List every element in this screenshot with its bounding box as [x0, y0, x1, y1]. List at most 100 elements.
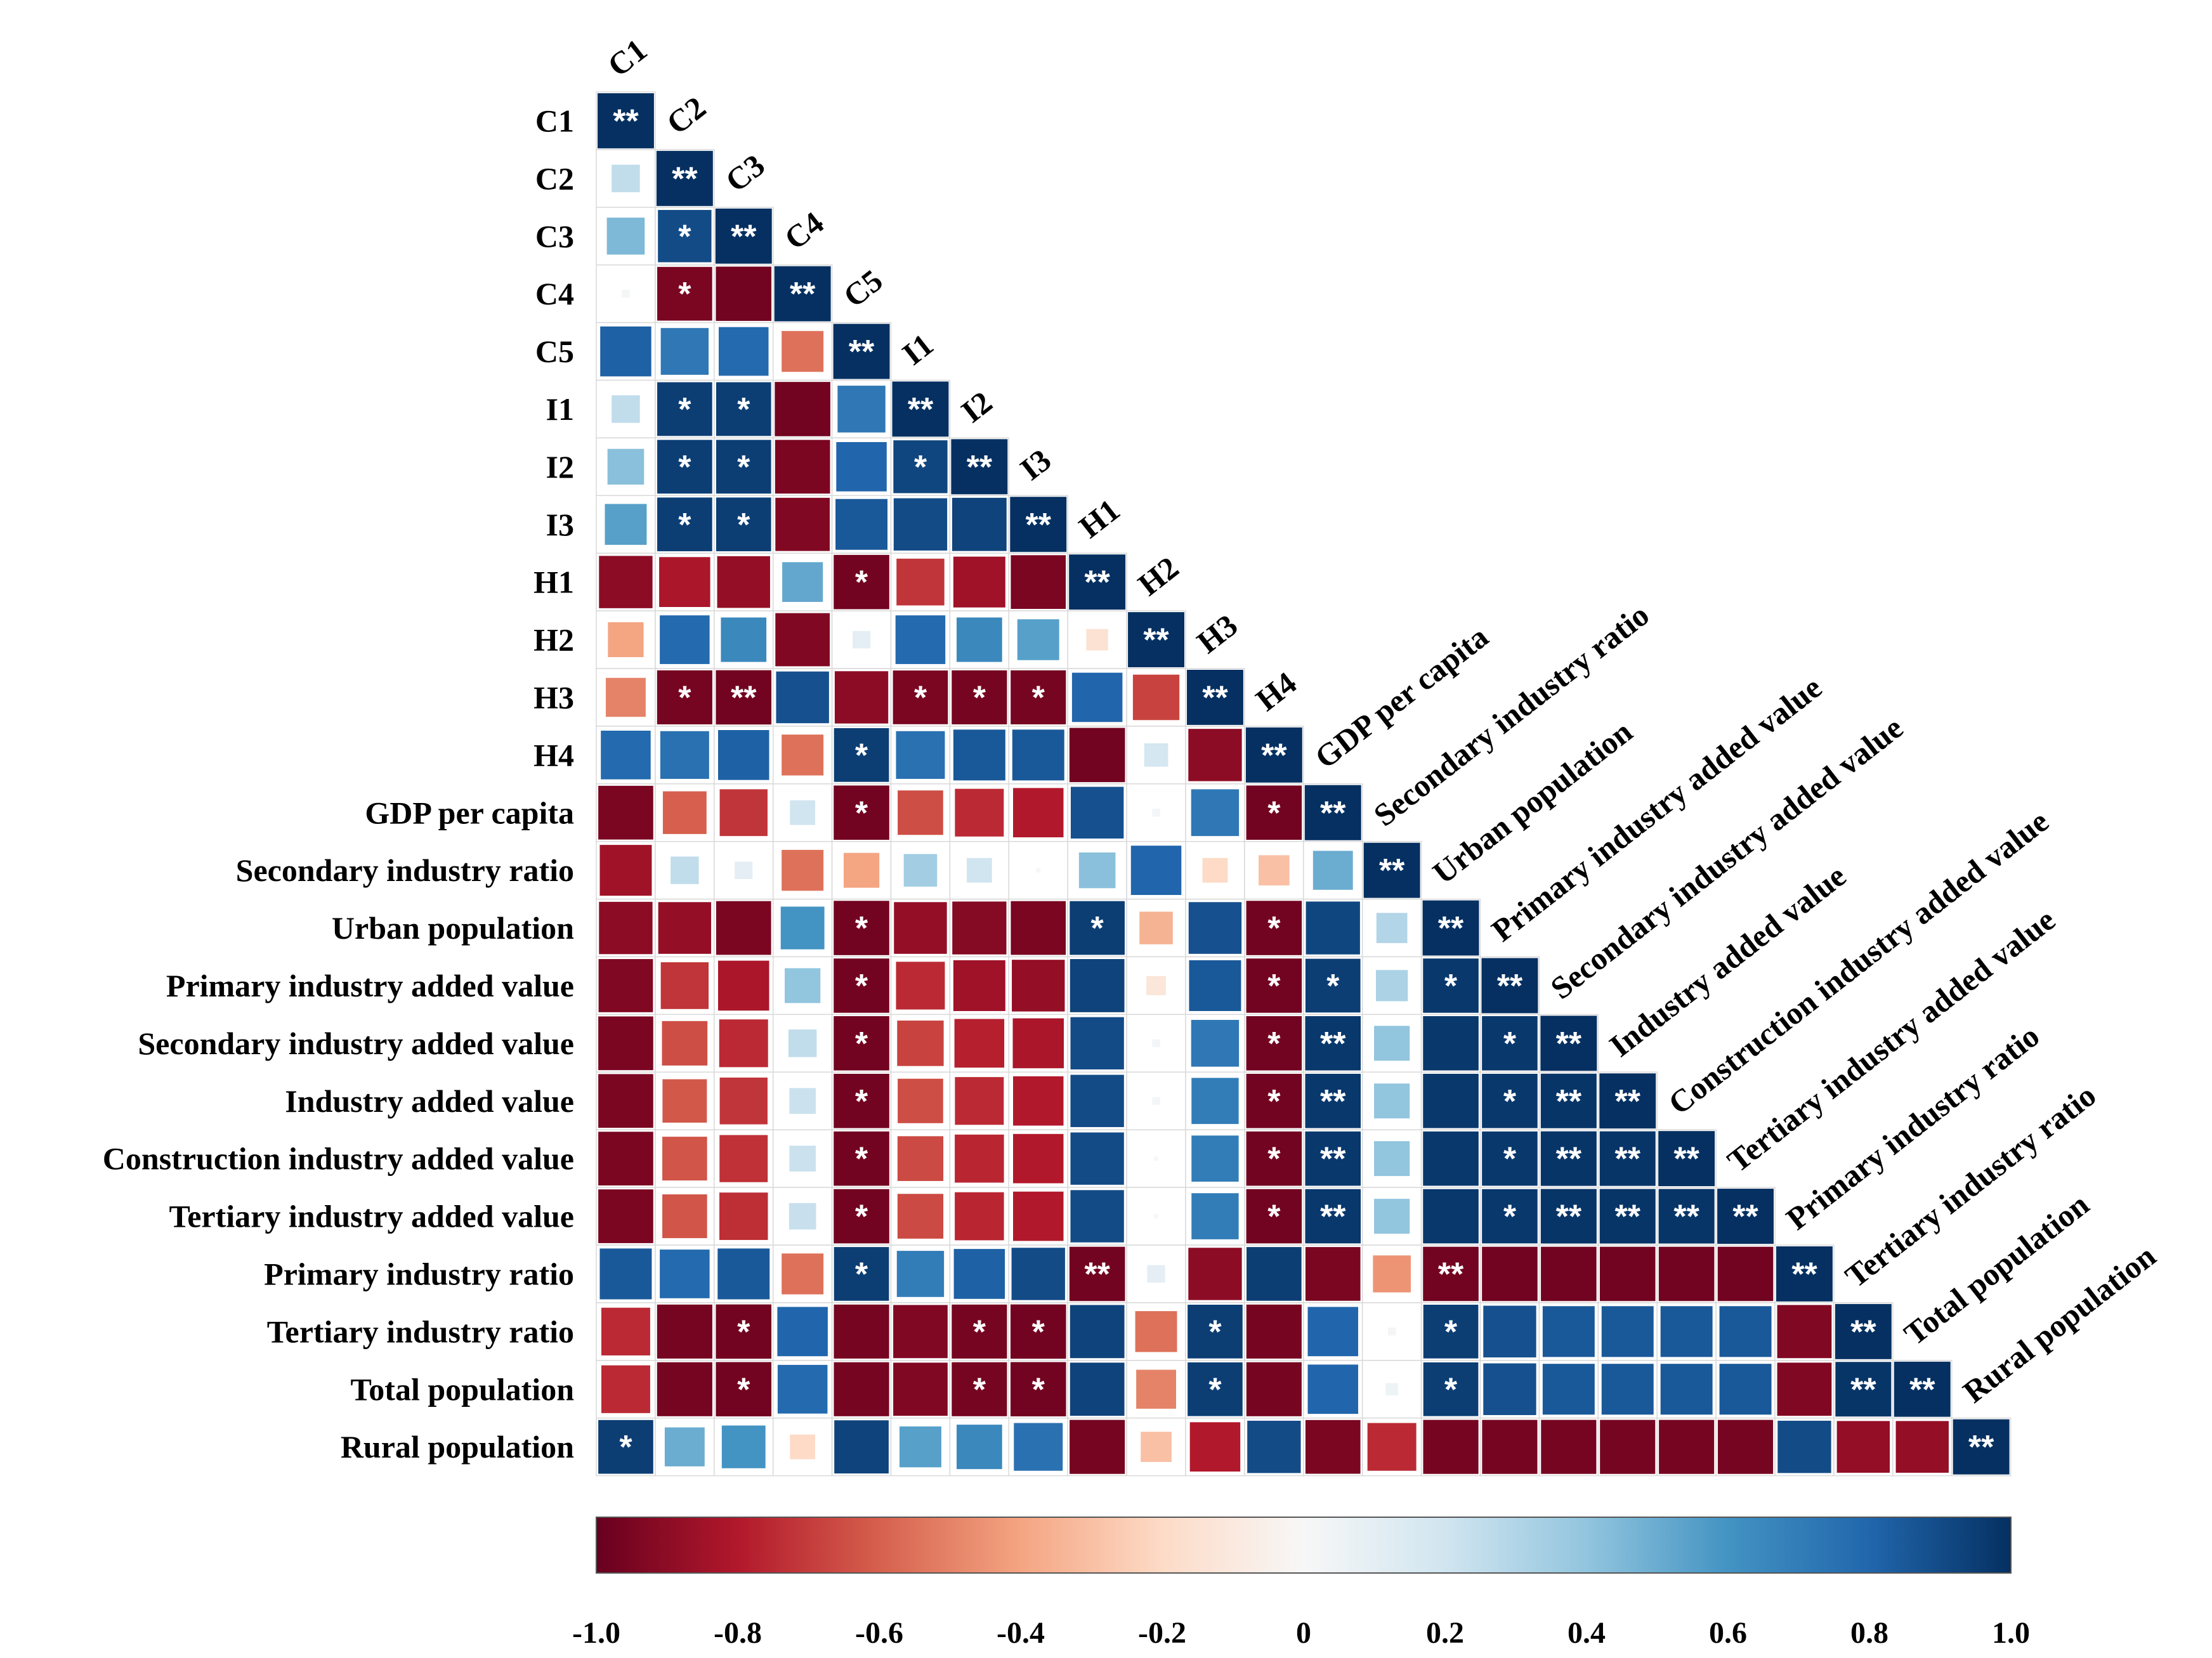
- cell-21-2: [716, 1304, 772, 1359]
- cell-10-0: [606, 677, 646, 717]
- significance-21-21: **: [1850, 1314, 1876, 1350]
- cell-12-9: [1152, 809, 1160, 817]
- cell-16-14: [1423, 1016, 1479, 1071]
- significance-18-18: **: [1673, 1141, 1699, 1178]
- cell-15-8: [1070, 959, 1125, 1012]
- cell-11-4: [834, 728, 889, 782]
- colorbar-tick-0: -1.0: [572, 1616, 620, 1650]
- cell-8-3: [782, 562, 823, 602]
- cell-22-8: [1070, 1362, 1125, 1416]
- cell-17-1: [662, 1079, 707, 1123]
- row-label-3: C4: [535, 276, 574, 311]
- significance-6-6: **: [967, 449, 993, 486]
- row-label-9: H2: [533, 622, 574, 658]
- cell-21-21: [1835, 1303, 1892, 1359]
- cell-23-5: [899, 1426, 941, 1468]
- cell-4-0: [600, 326, 651, 377]
- cell-21-11: [1246, 1304, 1302, 1359]
- cell-9-9: [1128, 612, 1184, 667]
- cell-16-11: [1246, 1016, 1302, 1071]
- significance-13-13: **: [1379, 852, 1405, 889]
- cell-22-9: [1136, 1369, 1176, 1409]
- cell-15-9: [1146, 976, 1166, 996]
- cell-22-10: [1188, 1362, 1243, 1416]
- cell-17-16: [1540, 1073, 1597, 1128]
- cell-12-2: [719, 789, 768, 837]
- cell-21-13: [1387, 1328, 1396, 1336]
- row-label-16: Secondary industry added value: [138, 1026, 574, 1061]
- cell-20-0: [599, 1248, 652, 1300]
- significance-6-1: *: [678, 449, 691, 486]
- cell-17-5: [898, 1078, 943, 1123]
- column-label-8: H1: [1072, 492, 1126, 544]
- row-label-15: Primary industry added value: [166, 968, 574, 1003]
- cell-8-8: [1069, 554, 1126, 610]
- cell-23-4: [834, 1420, 889, 1474]
- cell-11-9: [1144, 743, 1168, 767]
- cell-17-10: [1191, 1078, 1239, 1125]
- cell-14-0: [599, 901, 653, 955]
- cell-18-4: [834, 1131, 889, 1186]
- cell-22-2: [716, 1362, 772, 1417]
- cell-2-1: [658, 210, 712, 263]
- significance-12-11: *: [1267, 795, 1281, 832]
- cell-7-4: [835, 499, 888, 550]
- colorbar-tick-8: 0.6: [1709, 1616, 1747, 1650]
- cell-15-3: [785, 968, 821, 1003]
- cell-5-4: [837, 386, 886, 433]
- significance-17-11: *: [1267, 1083, 1281, 1120]
- cell-16-5: [897, 1021, 944, 1066]
- colorbar-tick-7: 0.4: [1567, 1616, 1606, 1650]
- cell-17-7: [1012, 1076, 1064, 1126]
- cell-5-5: [892, 381, 949, 437]
- cell-15-7: [1012, 960, 1065, 1012]
- column-label-10: H3: [1190, 607, 1244, 660]
- cell-15-4: [834, 958, 889, 1013]
- colorbar-tick-1: -0.8: [714, 1616, 762, 1650]
- cell-10-2: [716, 670, 772, 725]
- row-label-21: Tertiary industry ratio: [267, 1314, 574, 1349]
- cell-15-1: [660, 962, 709, 1009]
- significance-16-15: *: [1503, 1026, 1517, 1062]
- cell-18-0: [598, 1132, 653, 1185]
- cell-5-3: [775, 382, 830, 436]
- cell-14-9: [1139, 911, 1173, 944]
- cell-16-12: [1305, 1016, 1361, 1071]
- significance-7-2: *: [737, 507, 750, 544]
- cell-15-0: [598, 959, 653, 1012]
- cell-23-18: [1659, 1420, 1715, 1474]
- cell-23-0: [598, 1420, 653, 1474]
- significance-16-16: **: [1556, 1026, 1582, 1062]
- cell-20-13: [1373, 1255, 1411, 1293]
- cell-17-4: [834, 1073, 889, 1128]
- cell-14-6: [952, 901, 1007, 955]
- cell-23-19: [1717, 1420, 1774, 1474]
- cell-20-2: [717, 1248, 770, 1300]
- cell-19-8: [1070, 1190, 1124, 1243]
- cell-19-11: [1246, 1189, 1302, 1244]
- cell-20-11: [1247, 1247, 1302, 1301]
- significance-7-7: **: [1026, 507, 1052, 544]
- cell-22-4: [834, 1362, 889, 1416]
- cell-9-0: [608, 622, 644, 658]
- cell-19-18: [1658, 1189, 1715, 1244]
- cell-21-0: [601, 1307, 650, 1355]
- cell-13-1: [671, 856, 699, 884]
- significance-14-11: *: [1267, 910, 1281, 947]
- cell-23-14: [1423, 1420, 1479, 1474]
- cell-14-13: [1376, 913, 1408, 943]
- cell-12-5: [898, 790, 943, 835]
- cell-23-8: [1070, 1420, 1125, 1474]
- cell-20-14: [1423, 1246, 1479, 1302]
- cell-20-4: [834, 1247, 889, 1301]
- cell-20-16: [1541, 1246, 1597, 1302]
- significance-5-1: *: [678, 391, 691, 428]
- significance-18-17: **: [1615, 1141, 1641, 1178]
- cell-20-7: [1011, 1248, 1065, 1300]
- colorbar-tick-4: -0.2: [1138, 1616, 1186, 1650]
- cell-21-18: [1660, 1306, 1713, 1357]
- cell-7-0: [605, 504, 647, 545]
- cell-6-2: [716, 440, 771, 494]
- cell-12-6: [955, 788, 1004, 837]
- cell-20-12: [1305, 1247, 1361, 1301]
